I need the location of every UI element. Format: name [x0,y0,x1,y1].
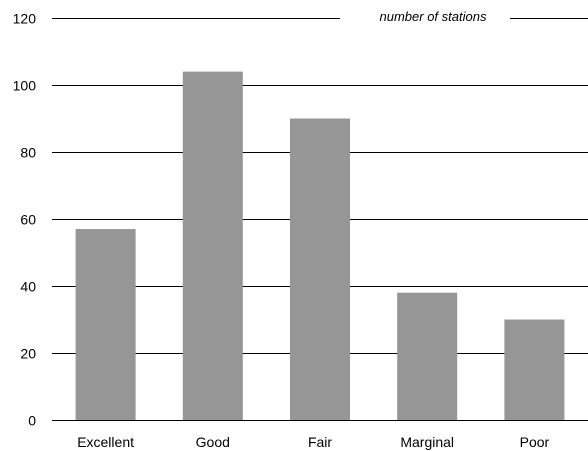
bar-fair [290,118,350,420]
series-label-group: number of stations [340,2,510,28]
y-tick-label: 0 [28,413,36,429]
series-label: number of stations [380,9,487,24]
y-tick-label: 20 [20,346,36,362]
y-tick-label: 80 [20,145,36,161]
bar-marginal [397,292,458,420]
x-tick-labels: Excellent Good Fair Marginal Poor [77,434,549,450]
x-tick-label: Poor [520,434,550,450]
x-tick-label: Marginal [400,434,454,450]
y-tick-label: 60 [20,212,36,228]
x-tick-label: Good [196,434,230,450]
y-tick-labels: 0 20 40 60 80 100 120 [13,11,37,429]
bar-good [182,71,243,420]
bar-excellent [75,229,136,420]
series-label-background [340,2,510,28]
x-tick-label: Fair [308,434,332,450]
bar-poor [504,319,565,420]
y-tick-label: 100 [13,78,37,94]
y-tick-label: 120 [13,11,37,27]
bars [75,71,565,420]
x-tick-label: Excellent [77,434,134,450]
y-tick-label: 40 [20,279,36,295]
